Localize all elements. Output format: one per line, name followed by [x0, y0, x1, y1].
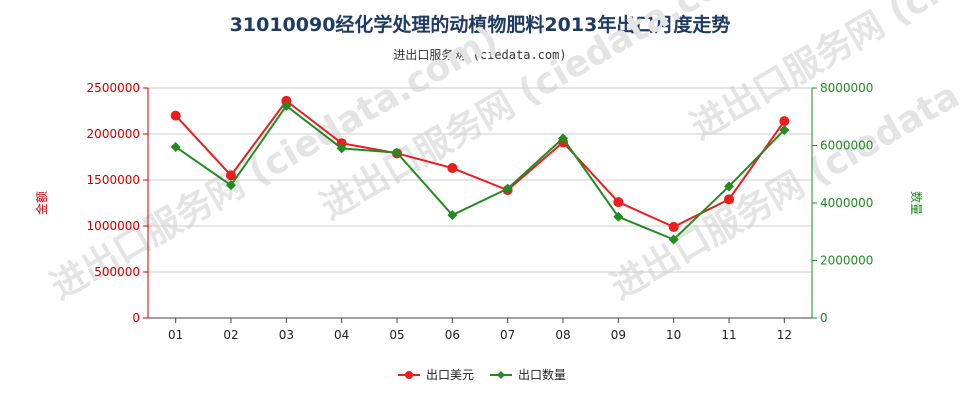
- left-axis-title: 金额: [34, 191, 49, 215]
- left-axis-tick-label: 2000000: [87, 127, 140, 141]
- data-point-quantity: [613, 211, 624, 222]
- left-axis-tick-label: 1500000: [87, 173, 140, 187]
- right-axis-tick-label: 4000000: [820, 196, 873, 210]
- data-point-quantity: [779, 124, 790, 135]
- left-axis-tick-label: 2500000: [87, 81, 140, 95]
- data-point-quantity: [226, 180, 236, 191]
- x-axis-tick-label: 04: [334, 328, 349, 342]
- data-point-quantity: [336, 143, 347, 154]
- chart-subtitle: 进出口服务网 (ciedata.com): [393, 48, 567, 62]
- data-point-value: [226, 170, 236, 181]
- x-axis-tick-label: 11: [721, 328, 736, 342]
- legend-label: 出口数量: [518, 367, 566, 382]
- right-axis-tick-label: 6000000: [820, 139, 873, 153]
- data-point-value: [447, 163, 458, 174]
- x-axis-tick-label: 09: [611, 328, 626, 342]
- x-axis-tick-label: 01: [168, 328, 183, 342]
- x-axis-tick-label: 06: [445, 328, 460, 342]
- series-line-value: [174, 99, 786, 229]
- legend-marker: [497, 371, 505, 379]
- series-layer: [170, 95, 790, 245]
- left-axis-tick-label: 1000000: [87, 219, 140, 233]
- series-line-quantity: [175, 104, 786, 241]
- data-point-quantity: [447, 210, 458, 221]
- data-point-quantity: [502, 183, 513, 194]
- legend-label: 出口美元: [426, 368, 474, 382]
- data-point-quantity: [668, 234, 679, 245]
- right-axis-tick-label: 2000000: [820, 254, 873, 268]
- data-point-quantity: [170, 141, 181, 152]
- chart-title: 31010090经化学处理的动植物肥料2013年出口月度走势: [229, 14, 731, 36]
- data-point-value: [613, 197, 624, 208]
- x-axis-tick-label: 07: [500, 328, 515, 342]
- right-axis-tick-label: 0: [820, 311, 828, 325]
- x-axis-tick-label: 02: [223, 328, 238, 342]
- data-point-quantity: [724, 181, 734, 192]
- grid-lines: [148, 87, 812, 273]
- data-point-quantity: [281, 100, 292, 111]
- data-point-quantity: [392, 147, 402, 158]
- x-axis-tick-label: 12: [777, 328, 792, 342]
- legend-marker: [405, 371, 413, 379]
- x-axis-tick-label: 10: [666, 328, 681, 342]
- x-axis-tick-label: 08: [555, 328, 570, 342]
- data-point-quantity: [558, 133, 568, 144]
- x-axis-tick-label: 05: [389, 328, 404, 342]
- right-axis-title: 数量: [909, 191, 924, 215]
- right-axis-tick-label: 8000000: [820, 81, 873, 95]
- data-point-value: [668, 221, 679, 232]
- data-point-value: [724, 194, 734, 205]
- axes: 0 500000 1000000 1500000 2000000 2500000 0 2000…: [34, 81, 924, 342]
- left-axis-tick-label: 0: [132, 311, 140, 325]
- left-axis-tick-label: 500000: [94, 265, 140, 279]
- data-point-value: [170, 110, 181, 121]
- x-axis-tick-label: 03: [279, 328, 294, 342]
- legend: 出口美元 出口数量: [398, 367, 566, 382]
- data-point-value: [779, 116, 790, 127]
